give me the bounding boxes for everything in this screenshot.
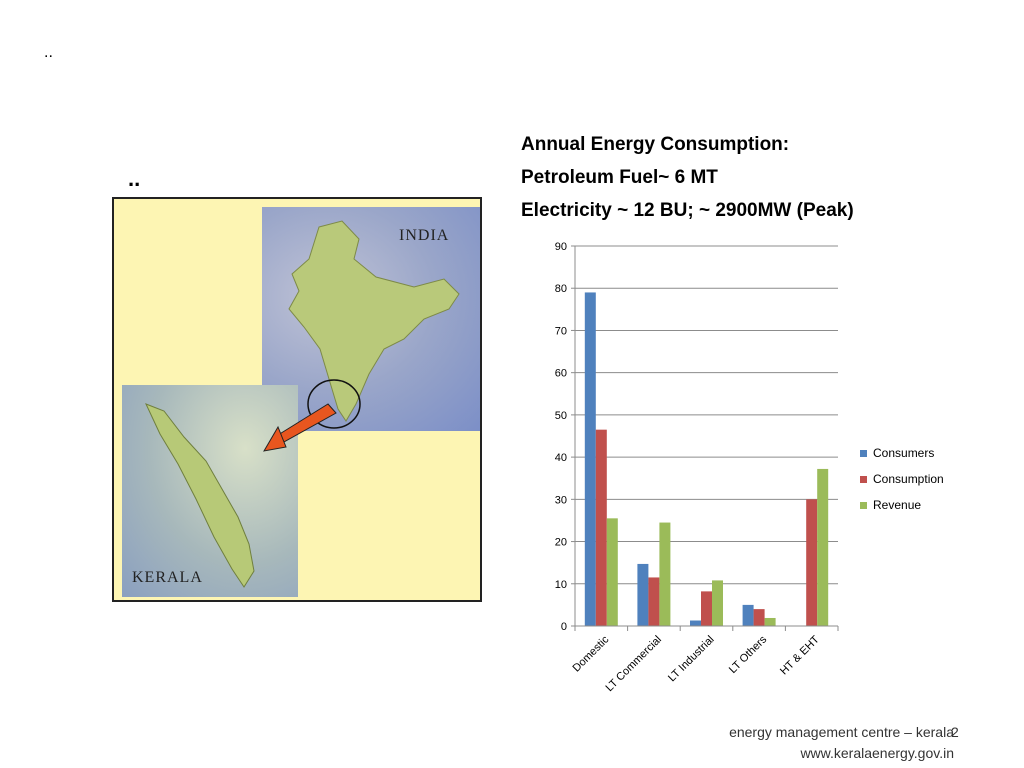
- page-number: 2: [951, 724, 959, 740]
- legend-label: Revenue: [873, 498, 922, 512]
- x-category-label: LT Commercial: [604, 634, 665, 695]
- bar-consumers-1: [637, 563, 649, 626]
- india-landmass: [288, 220, 460, 422]
- y-tick-label: 90: [555, 241, 567, 253]
- legend-label: Consumers: [873, 446, 935, 460]
- top-dots: ..: [44, 44, 53, 61]
- kerala-map-figure: INDIA KERALA: [112, 197, 482, 602]
- bar-revenue-4: [817, 468, 829, 626]
- legend-swatch: [860, 449, 867, 457]
- bar-revenue-3: [764, 617, 776, 626]
- legend-item-revenue: Revenue: [860, 492, 944, 518]
- legend-swatch: [860, 501, 867, 509]
- heading-line-2: Petroleum Fuel~ 6 MT: [521, 167, 718, 188]
- legend-swatch: [860, 475, 867, 483]
- x-category-label: HT & EHT: [778, 633, 822, 677]
- legend-label: Consumption: [873, 472, 944, 486]
- india-label: INDIA: [399, 227, 450, 244]
- y-tick-label: 20: [555, 537, 567, 549]
- heading-line-1: Annual Energy Consumption:: [521, 134, 790, 155]
- x-category-label: LT Others: [727, 633, 770, 676]
- bar-consumption-4: [806, 499, 818, 626]
- pointer-arrow-icon: [263, 403, 337, 452]
- legend-item-consumption: Consumption: [860, 466, 944, 492]
- bar-consumers-2: [690, 620, 701, 626]
- y-tick-label: 10: [555, 579, 567, 591]
- highlight-circle: [307, 379, 361, 429]
- footer-org: energy management centre – kerala: [729, 724, 954, 740]
- y-tick-label: 60: [555, 368, 567, 380]
- bar-consumption-2: [701, 591, 712, 626]
- bar-revenue-0: [606, 518, 618, 626]
- bar-consumers-0: [584, 292, 596, 626]
- bar-consumption-0: [595, 429, 607, 626]
- y-tick-label: 0: [561, 621, 567, 633]
- bar-consumers-3: [742, 604, 754, 626]
- y-tick-label: 50: [555, 410, 567, 422]
- bar-revenue-2: [712, 580, 723, 626]
- y-tick-label: 30: [555, 494, 567, 506]
- heading-line-3: Electricity ~ 12 BU; ~ 2900MW (Peak): [521, 200, 854, 221]
- bar-consumption-3: [753, 609, 765, 626]
- mid-dots: ..: [128, 166, 141, 191]
- chart-legend: Consumers Consumption Revenue: [860, 440, 944, 518]
- y-tick-label: 80: [555, 283, 567, 295]
- bar-consumption-1: [648, 577, 660, 626]
- y-tick-label: 70: [555, 325, 567, 337]
- legend-item-consumers: Consumers: [860, 440, 944, 466]
- kerala-label: KERALA: [132, 569, 203, 586]
- x-category-label: LT Industrial: [666, 634, 717, 685]
- y-tick-label: 40: [555, 452, 567, 464]
- footer-url[interactable]: www.keralaenergy.gov.in: [800, 745, 954, 761]
- map-illustration: [145, 220, 460, 588]
- x-category-label: Domestic: [571, 633, 612, 674]
- bar-revenue-1: [659, 522, 671, 626]
- kerala-landmass: [145, 403, 255, 588]
